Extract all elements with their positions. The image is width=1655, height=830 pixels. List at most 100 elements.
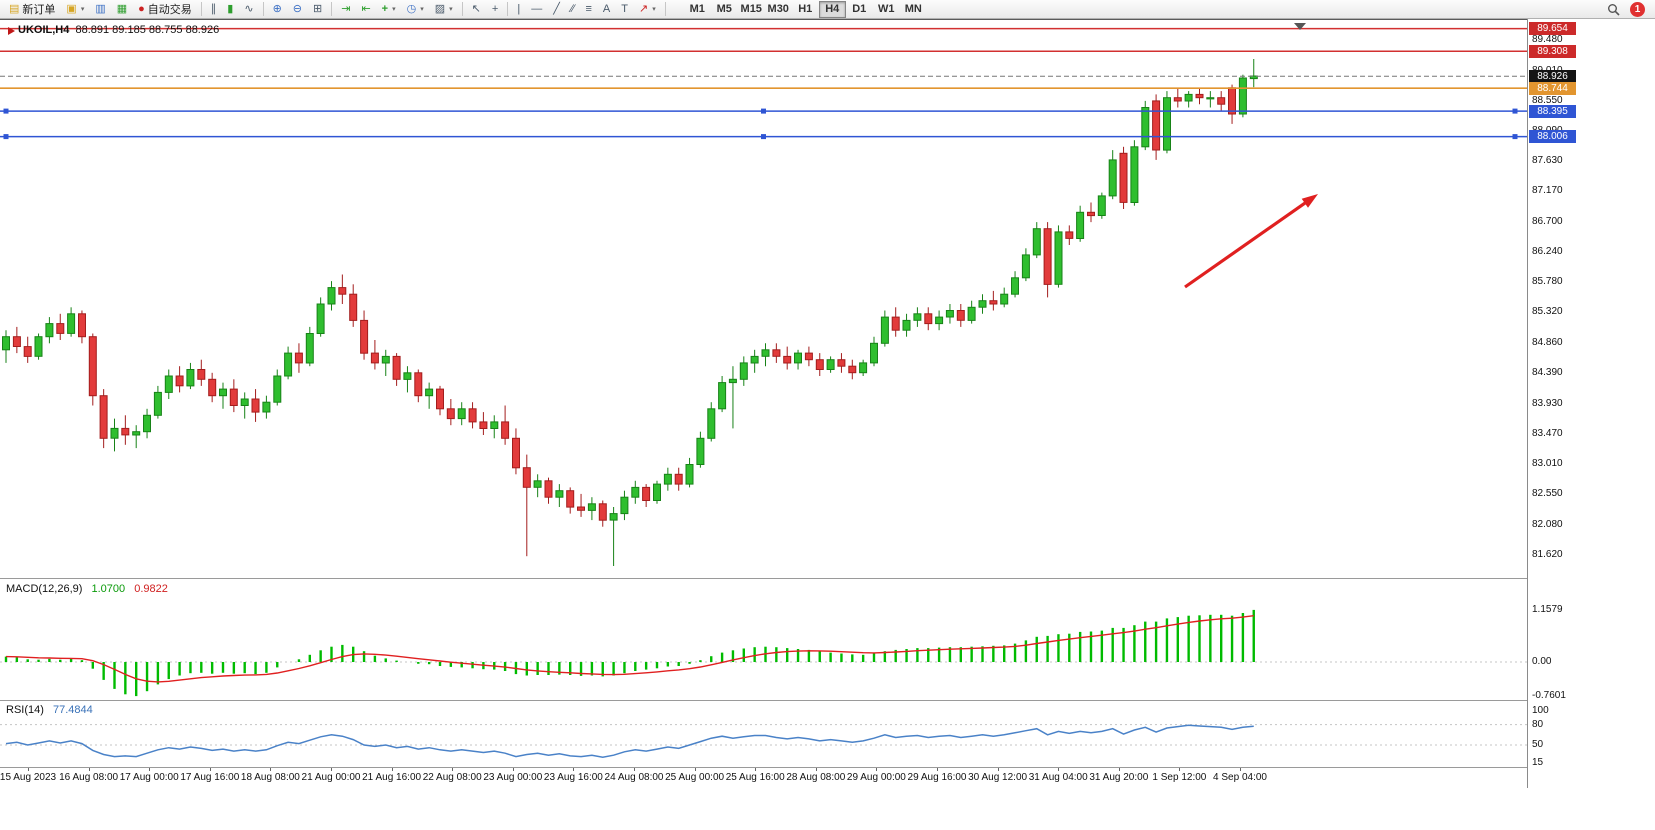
channel-tool-button[interactable]: ∕∕ [566, 1, 580, 18]
chart-shift-marker-icon[interactable] [1294, 23, 1306, 30]
panel-divider [0, 767, 1655, 768]
trendline-tool-button[interactable]: ╱ [548, 1, 565, 18]
new-chart-button[interactable]: ▣ ▾ [61, 1, 89, 18]
timeframe-mn-button[interactable]: MN [900, 1, 927, 18]
new-order-button[interactable]: ▤ 新订单 [4, 1, 60, 18]
bar-chart-button[interactable]: ∥ [206, 1, 222, 18]
price-badge: 89.654 [1529, 22, 1576, 35]
data-window-button[interactable]: ▦ [112, 1, 132, 18]
candlestick-button[interactable]: ▮ [222, 1, 238, 18]
templates-button[interactable]: ▨ ▾ [430, 1, 458, 18]
support-line-2-handle[interactable] [3, 134, 9, 140]
time-label: 28 Aug 08:00 [786, 772, 846, 783]
support-line-1-handle[interactable] [761, 108, 766, 114]
price-tick: 87.630 [1532, 155, 1563, 166]
auto-scroll-button[interactable]: ⇥ [336, 1, 355, 18]
price-tick: 88.550 [1532, 95, 1563, 106]
time-scale[interactable]: 15 Aug 2023 16 Aug 08:00 17 Aug 00:00 17 Au… [0, 768, 1527, 790]
timeframe-w1-button[interactable]: W1 [873, 1, 900, 18]
time-tick [755, 768, 757, 771]
search-button[interactable] [1602, 1, 1625, 18]
toolbar-separator [664, 2, 666, 16]
time-tick [209, 768, 211, 771]
time-label: 21 Aug 00:00 [301, 772, 361, 783]
rsi-name: RSI(14) [6, 704, 44, 716]
trend-arrow-head[interactable] [1301, 194, 1318, 208]
timeframe-h1-button[interactable]: H1 [792, 1, 819, 18]
panel-divider[interactable] [0, 578, 1655, 579]
zoom-in-button[interactable]: ⊕ [268, 1, 287, 18]
toolbar-separator [331, 2, 333, 16]
timeframe-m5-button[interactable]: M5 [711, 1, 738, 18]
rsi-panel[interactable] [0, 702, 1527, 766]
bar-chart-icon: ∥ [210, 2, 217, 15]
timeframe-m15-button[interactable]: M15 [738, 1, 765, 18]
label-tool-button[interactable]: T [616, 1, 633, 18]
price-scale[interactable]: 89.48089.01088.55088.09087.63087.17086.7… [1528, 19, 1655, 788]
support-line-1-handle[interactable] [1512, 108, 1518, 114]
time-tick [815, 768, 817, 771]
price-badge: 89.308 [1529, 45, 1576, 58]
price-tick: 83.010 [1532, 458, 1563, 469]
chevron-down-icon: ▾ [392, 6, 396, 13]
periods-button[interactable]: ◷ ▾ [402, 1, 429, 18]
time-label: 23 Aug 00:00 [483, 772, 543, 783]
search-icon [1608, 3, 1620, 16]
autotrading-button[interactable]: ● 自动交易 [133, 1, 197, 18]
support-line-2-handle[interactable] [761, 134, 766, 140]
price-badge: 88.006 [1529, 130, 1576, 143]
support-line-2-handle[interactable] [1512, 134, 1518, 140]
crosshair-tool-button[interactable]: + [487, 1, 503, 18]
vertical-line-tool-button[interactable]: | [512, 1, 525, 18]
time-label: 1 Sep 12:00 [1152, 772, 1207, 783]
ohlc-values: 88.891 89.185 88.755 88.926 [75, 24, 220, 36]
timeframe-d1-button[interactable]: D1 [846, 1, 873, 18]
trend-arrow[interactable] [1184, 198, 1311, 289]
time-tick [391, 768, 393, 771]
time-tick [876, 768, 878, 771]
rsi-tick: 100 [1532, 705, 1549, 716]
macd-tick: 1.1579 [1532, 604, 1563, 615]
templates-icon: ▨ [434, 2, 446, 15]
time-tick [512, 768, 514, 771]
periods-icon: ◷ [406, 2, 417, 15]
timeframe-h4-button[interactable]: H4 [818, 0, 846, 18]
zoom-out-button[interactable]: ⊖ [288, 1, 307, 18]
time-label: 21 Aug 16:00 [362, 772, 422, 783]
time-tick [28, 768, 29, 771]
arrows-tool-icon: ↗ [639, 2, 649, 15]
macd-label: MACD(12,26,9) 1.0700 0.9822 [6, 583, 168, 595]
horizontal-line-tool-button[interactable]: — [526, 1, 547, 18]
price-tick: 86.700 [1532, 216, 1563, 227]
chart-shift-button[interactable]: ⇤ [356, 1, 375, 18]
arrows-tool-button[interactable]: ↗ ▾ [634, 1, 661, 18]
macd-name: MACD(12,26,9) [6, 583, 83, 595]
zoom-out-icon: ⊖ [292, 2, 303, 15]
time-label: 25 Aug 16:00 [725, 772, 785, 783]
fibonacci-tool-button[interactable]: ≡ [581, 1, 597, 18]
macd-panel[interactable] [0, 580, 1527, 698]
chevron-down-icon: ▾ [449, 6, 453, 13]
timeframe-m1-button[interactable]: M1 [684, 1, 711, 18]
market-watch-button[interactable]: ▥ [90, 1, 110, 18]
panel-divider[interactable] [0, 700, 1655, 701]
horizontal-line-icon: — [531, 2, 543, 15]
tile-windows-button[interactable]: ⊞ [308, 1, 327, 18]
chart-shift-icon: ⇤ [361, 2, 371, 15]
time-tick [937, 768, 938, 771]
timeframe-m30-button[interactable]: M30 [765, 1, 792, 18]
time-label: 17 Aug 00:00 [119, 772, 179, 783]
time-tick [331, 768, 332, 771]
time-tick [1240, 768, 1241, 771]
main-price-chart[interactable] [0, 22, 1527, 578]
price-tick: 84.390 [1532, 367, 1563, 378]
cursor-tool-button[interactable]: ↖ [467, 1, 486, 18]
line-chart-button[interactable]: ∿ [239, 1, 258, 18]
chevron-down-icon: ▾ [652, 6, 656, 13]
text-tool-button[interactable]: A [598, 1, 615, 18]
notification-badge[interactable]: 1 [1630, 1, 1645, 17]
support-line-1-handle[interactable] [3, 108, 9, 114]
rsi-tick: 80 [1532, 719, 1544, 730]
indicators-button[interactable]: + ▾ [377, 1, 401, 18]
